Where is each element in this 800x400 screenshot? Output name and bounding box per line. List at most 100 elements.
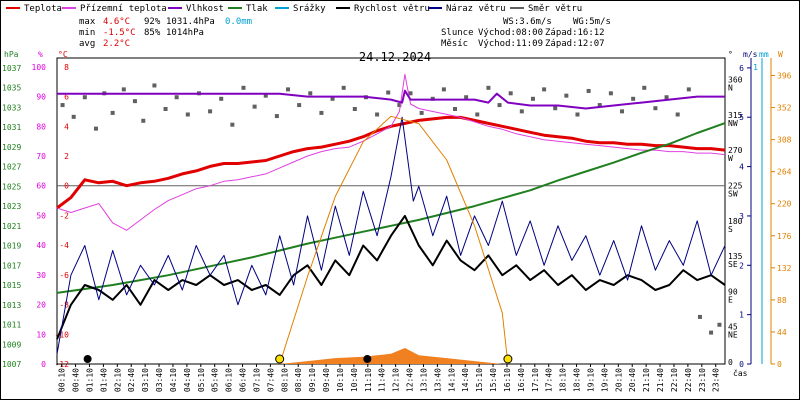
stat-max-label: max <box>79 17 96 27</box>
x-tick-label: 07:40 <box>266 368 275 392</box>
legend-label: Srážky <box>293 4 326 14</box>
y-unit-temperature: °C <box>58 50 68 59</box>
x-tick-label: 17:10 <box>531 368 540 392</box>
x-tick-label: 16:40 <box>517 368 526 392</box>
x-tick-label: 20:10 <box>614 368 623 392</box>
series-line <box>57 89 725 110</box>
wind-direction-point <box>375 112 380 117</box>
x-tick-label: 08:10 <box>280 368 289 392</box>
wind-direction-point <box>308 91 313 96</box>
y-tick-temperature: -2 <box>59 211 69 220</box>
y-tick-pressure: 1013 <box>2 301 21 310</box>
y-tick-wind-speed: 4 <box>739 163 744 172</box>
y-unit-wind-speed: m/s <box>743 50 758 59</box>
y-tick-solar: 264 <box>777 168 792 177</box>
solar-area <box>279 347 503 364</box>
y-tick-temperature: -4 <box>59 241 69 250</box>
legend-label: Směr větru <box>528 4 582 14</box>
stat-sun-label: Slunce <box>441 28 474 38</box>
y-tick-temperature: 0 <box>64 182 69 191</box>
y-tick-wind-dir-label: W <box>728 154 733 163</box>
legend-label: Vlhkost <box>186 4 224 14</box>
legend: Teplota Přízemní teplota Vlhkost Tlak Srážky… <box>6 4 582 14</box>
stat-max-hum: 92% <box>144 17 161 27</box>
y-tick-humidity: 50 <box>36 211 46 220</box>
wind-direction-point <box>419 110 424 115</box>
y-tick-humidity: 40 <box>36 241 46 250</box>
y-tick-solar: 220 <box>777 200 792 209</box>
stat-min-hum: 85% <box>144 28 161 38</box>
x-tick-label: 01:40 <box>99 368 108 392</box>
y-tick-pressure: 1007 <box>2 360 21 369</box>
y-tick-humidity: 60 <box>36 182 46 191</box>
y-unit-rain: mm <box>759 50 769 59</box>
series-line <box>56 116 726 355</box>
y-tick-humidity: 80 <box>36 122 46 131</box>
x-tick-label: 14:10 <box>447 368 456 392</box>
wind-direction-point <box>110 110 115 115</box>
y-tick-wind-speed: 1 <box>739 311 744 320</box>
y-tick-wind-speed: 5 <box>739 113 744 122</box>
y-tick-humidity: 70 <box>36 152 46 161</box>
wind-direction-point <box>497 103 502 108</box>
wind-direction-point <box>93 126 98 131</box>
wind-direction-point <box>330 96 335 101</box>
x-tick-label: 11:40 <box>378 368 387 392</box>
x-tick-label: 15:40 <box>489 368 498 392</box>
y-tick-solar: 308 <box>777 136 792 145</box>
x-tick-label: 09:40 <box>322 368 331 392</box>
wind-direction-point <box>263 93 268 98</box>
y-tick-wind-speed: 2 <box>739 261 744 270</box>
x-tick-label: 11:10 <box>364 368 373 392</box>
x-tick-label: 02:40 <box>127 368 136 392</box>
y-tick-pressure: 1015 <box>2 281 21 290</box>
wind-direction-point <box>530 96 535 101</box>
legend-label: Rychlost větru <box>354 4 430 14</box>
wind-direction-point <box>174 95 179 100</box>
wind-direction-point <box>397 103 402 108</box>
y-tick-solar: 132 <box>777 264 792 273</box>
x-tick-label: 08:40 <box>294 368 303 392</box>
sunset-marker <box>503 354 513 364</box>
wind-direction-point <box>319 110 324 115</box>
legend-label: Náraz větru <box>446 4 506 14</box>
wind-direction-point <box>185 112 190 117</box>
x-tick-label: 12:40 <box>406 368 415 392</box>
y-tick-wind-dir: 0 <box>728 358 733 367</box>
x-tick-label: 03:40 <box>155 368 164 392</box>
wind-direction-point <box>132 99 137 104</box>
y-tick-wind-dir: 90 <box>728 287 738 296</box>
wind-direction-point <box>675 112 680 117</box>
y-tick-solar: 396 <box>777 71 792 80</box>
series-line <box>279 115 509 365</box>
stat-moonrise: Východ:11:09 <box>478 39 543 49</box>
y-tick-solar: 352 <box>777 104 792 113</box>
x-tick-label: 02:10 <box>113 368 122 392</box>
y-tick-pressure: 1011 <box>2 321 21 330</box>
x-tick-label: 18:10 <box>559 368 568 392</box>
wind-direction-point <box>542 87 547 92</box>
x-tick-label: 21:10 <box>642 368 651 392</box>
wind-direction-point <box>352 107 357 111</box>
wind-direction-point <box>274 114 279 119</box>
y-unit-pressure: hPa <box>4 50 19 59</box>
axes: 86420-2-4-6-8-10-12103710351033103110291… <box>2 50 792 392</box>
y-tick-wind-dir-label: N <box>728 84 733 93</box>
y-tick-temperature: -10 <box>55 330 70 339</box>
stat-avg-temp: 2.2°C <box>103 39 130 49</box>
legend-label: Tlak <box>246 4 268 14</box>
x-tick-label: 19:40 <box>600 368 609 392</box>
y-tick-wind-dir-label: NW <box>728 119 738 128</box>
wind-direction-point <box>297 103 302 108</box>
wind-direction-point <box>717 322 722 327</box>
y-tick-solar: 0 <box>777 360 782 369</box>
wind-direction-point <box>664 95 669 100</box>
wind-direction-point <box>163 107 168 111</box>
stat-ws: WS:3.6m/s <box>503 17 552 27</box>
x-tick-label: 13:40 <box>433 368 442 392</box>
wind-direction-point <box>508 91 513 96</box>
x-tick-label: 04:10 <box>169 368 178 392</box>
y-tick-temperature: -6 <box>59 271 69 280</box>
y-tick-pressure: 1021 <box>2 222 21 231</box>
